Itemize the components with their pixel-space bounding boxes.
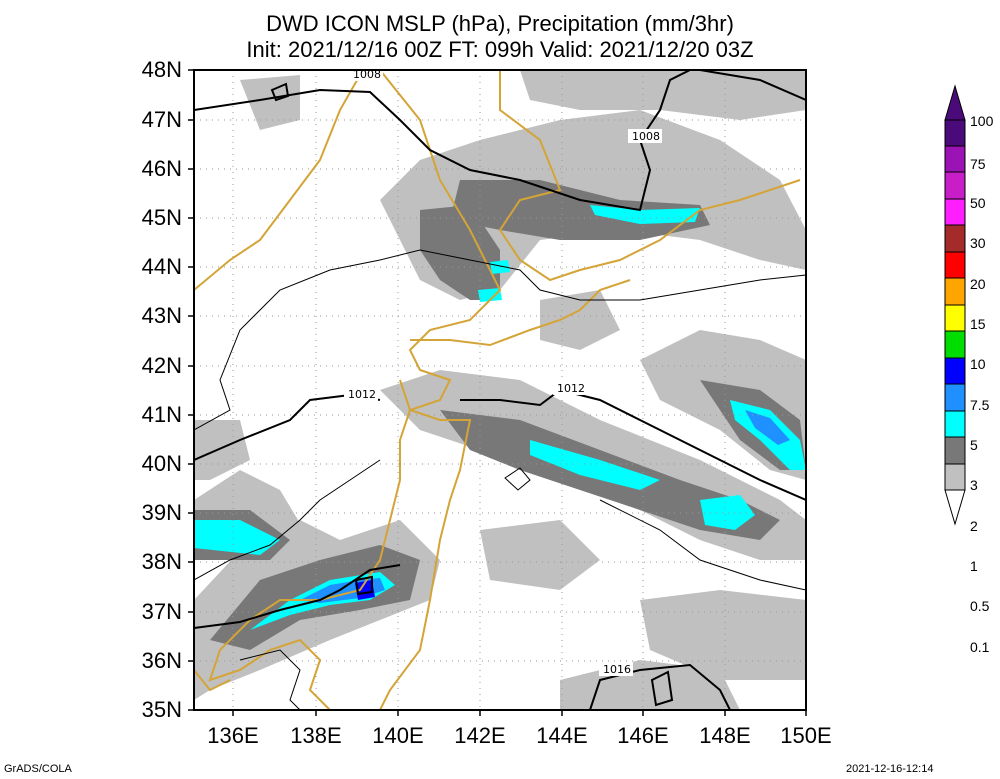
footer-timestamp: 2021-12-16-12:14 xyxy=(846,763,934,775)
lat-label: 37N xyxy=(141,599,182,624)
lat-label: 36N xyxy=(141,648,182,673)
isobars xyxy=(194,70,806,710)
lat-label: 47N xyxy=(141,107,182,132)
lat-label: 48N xyxy=(141,57,182,82)
colorbar-label: 3 xyxy=(970,477,978,493)
lon-label: 140E xyxy=(372,723,424,748)
lat-label: 44N xyxy=(141,254,182,279)
isobar-label: 1016 xyxy=(603,663,631,676)
chart-subtitle: Init: 2021/12/16 00Z FT: 099h Valid: 202… xyxy=(246,37,754,62)
colorbar-label: 30 xyxy=(970,235,986,251)
lat-label: 42N xyxy=(141,353,182,378)
lat-label: 45N xyxy=(141,205,182,230)
footer-credit: GrADS/COLA xyxy=(4,763,72,775)
isobar-label: 1008 xyxy=(353,68,381,81)
lat-label: 38N xyxy=(141,549,182,574)
colorbar-label: 10 xyxy=(970,356,986,372)
colorbar-label: 1 xyxy=(970,558,978,574)
axis-ticks xyxy=(188,69,807,716)
lon-label: 142E xyxy=(454,723,506,748)
colorbar-label: 15 xyxy=(970,316,986,332)
colorbar-label: 7.5 xyxy=(970,397,990,413)
lat-label: 35N xyxy=(141,697,182,722)
colorbar xyxy=(944,84,966,526)
lon-label: 150E xyxy=(780,723,832,748)
lat-label: 40N xyxy=(141,451,182,476)
isobar-label: 1012 xyxy=(557,382,585,395)
isobar-label: 1008 xyxy=(632,130,660,143)
lon-label: 144E xyxy=(536,723,588,748)
colorbar-label: 2 xyxy=(970,518,978,534)
isobar-labels: 1008 1008 1012 1012 1016 xyxy=(344,67,662,676)
colorbar-label: 0.5 xyxy=(970,598,990,614)
lon-label: 136E xyxy=(207,723,259,748)
lat-label: 39N xyxy=(141,500,182,525)
lat-label: 41N xyxy=(141,402,182,427)
coastlines xyxy=(194,70,801,710)
map-frame xyxy=(193,69,807,711)
colorbar-label: 100 xyxy=(970,113,994,129)
colorbar-label: 75 xyxy=(970,156,986,172)
colorbar-label: 50 xyxy=(970,195,986,211)
precipitation-field xyxy=(194,70,806,710)
colorbar-label: 20 xyxy=(970,276,986,292)
lon-label: 148E xyxy=(699,723,751,748)
lat-label: 46N xyxy=(141,156,182,181)
colorbar-label: 0.1 xyxy=(970,639,990,655)
colorbar-label: 5 xyxy=(970,437,978,453)
lon-label: 138E xyxy=(290,723,342,748)
chart-title: DWD ICON MSLP (hPa), Precipitation (mm/3… xyxy=(266,11,734,36)
isobar-label: 1012 xyxy=(348,388,376,401)
lon-label: 146E xyxy=(617,723,669,748)
lat-label: 43N xyxy=(141,303,182,328)
